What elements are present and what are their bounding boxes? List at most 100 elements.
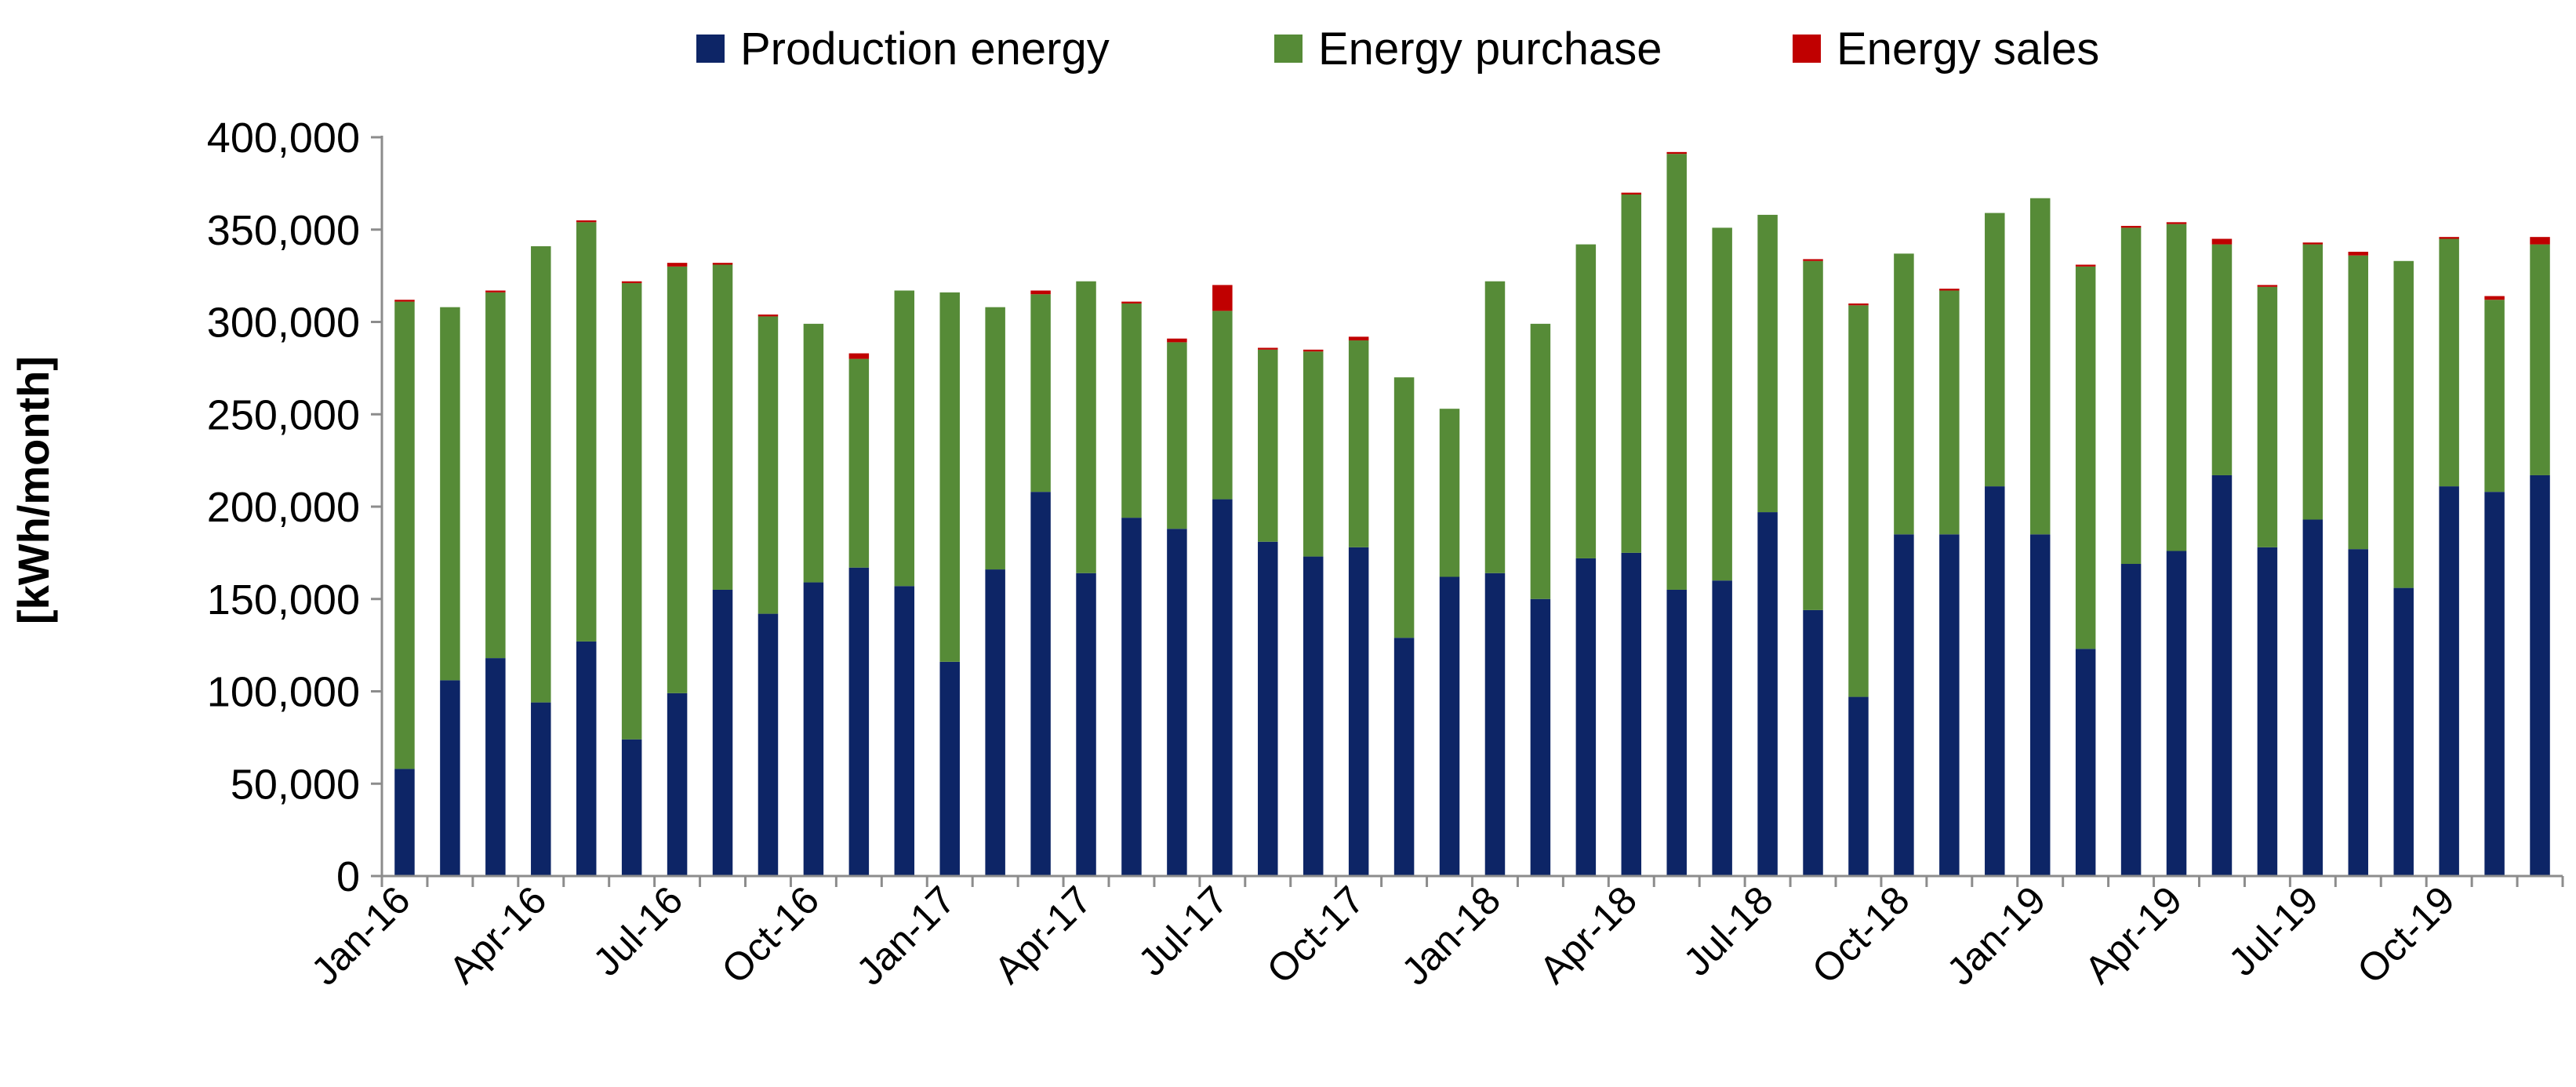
- bar-production-energy-mar-18: [1575, 558, 1597, 876]
- bar-energy-purchase-aug-18: [1803, 260, 1823, 610]
- legend-swatch-production-energy: [696, 35, 725, 63]
- bar-production-energy-jun-18: [1712, 580, 1732, 876]
- bar-production-energy-may-17: [1121, 518, 1142, 876]
- bar-production-energy-may-18: [1666, 589, 1687, 876]
- y-tick-label: 350,000: [207, 207, 360, 254]
- bar-production-energy-may-16: [576, 641, 597, 876]
- bar-production-energy-sep-17: [1303, 556, 1324, 876]
- bar-production-energy-jan-19: [2029, 534, 2051, 876]
- y-axis-title: [kWh/month]: [9, 356, 58, 624]
- bar-energy-sales-apr-18: [1621, 192, 1642, 195]
- x-tick-label: Apr-16: [441, 878, 555, 992]
- y-tick-label: 200,000: [207, 484, 360, 531]
- bar-energy-purchase-jan-19: [2029, 198, 2051, 535]
- bar-energy-sales-sep-16: [758, 314, 779, 317]
- bar-production-energy-aug-19: [2348, 549, 2369, 876]
- y-tick-label: 50,000: [231, 761, 360, 808]
- y-tick-label: 150,000: [207, 576, 360, 623]
- bar-production-energy-jul-16: [667, 693, 688, 876]
- y-tick-label: 100,000: [207, 669, 360, 716]
- bar-production-energy-nov-17: [1393, 638, 1415, 876]
- bar-production-energy-jan-16: [394, 769, 415, 876]
- bar-energy-sales-jun-19: [2257, 285, 2278, 287]
- bar-energy-purchase-jul-19: [2302, 244, 2323, 520]
- bar-production-energy-sep-18: [1848, 696, 1869, 876]
- bar-production-energy-aug-16: [712, 589, 733, 876]
- bar-energy-sales-nov-18: [1939, 289, 1960, 291]
- bar-energy-purchase-feb-17: [985, 307, 1005, 570]
- bar-production-energy-aug-18: [1803, 609, 1823, 876]
- legend-label-energy-sales: Energy sales: [1837, 24, 2099, 75]
- bar-energy-purchase-feb-18: [1530, 323, 1551, 599]
- bar-energy-sales-mar-16: [485, 290, 506, 293]
- bar-energy-sales-nov-16: [848, 353, 870, 359]
- y-axis-ticks: 0 50,000 100,000 150,000 200,000 250,000 300,0…: [207, 115, 382, 900]
- x-tick-label: Oct-17: [1259, 878, 1373, 992]
- bar-energy-purchase-aug-17: [1258, 349, 1278, 542]
- bar-production-energy-dec-16: [894, 586, 915, 876]
- bar-production-energy-jul-17: [1212, 499, 1233, 876]
- bar-energy-purchase-nov-16: [848, 358, 870, 568]
- bar-energy-purchase-dec-17: [1439, 409, 1460, 577]
- bar-production-energy-nov-16: [848, 567, 870, 876]
- legend-label-energy-purchase: Energy purchase: [1318, 24, 1662, 75]
- bar-production-energy-apr-18: [1621, 552, 1642, 876]
- bar-energy-purchase-feb-19: [2075, 266, 2096, 649]
- bar-production-energy-feb-17: [985, 569, 1005, 876]
- bar-energy-purchase-jan-17: [939, 292, 960, 662]
- bar-production-energy-nov-19: [2484, 492, 2505, 876]
- bar-energy-sales-apr-19: [2166, 222, 2187, 224]
- bar-energy-purchase-may-19: [2211, 244, 2233, 475]
- bar-production-energy-mar-16: [485, 658, 506, 876]
- x-tick-label: Jul-18: [1675, 878, 1782, 984]
- bar-production-energy-jul-18: [1757, 512, 1778, 876]
- bar-energy-purchase-jul-18: [1757, 214, 1778, 513]
- bar-energy-sales-jul-16: [667, 263, 688, 267]
- x-tick-label: Jan-18: [1393, 878, 1510, 994]
- bar-energy-purchase-sep-19: [2393, 260, 2414, 588]
- bar-energy-sales-mar-17: [1030, 290, 1051, 295]
- y-tick-label: 300,000: [207, 300, 360, 347]
- y-axis-title-group: [kWh/month]: [9, 356, 58, 624]
- bar-energy-sales-sep-18: [1848, 303, 1869, 306]
- x-tick-label: Jan-16: [303, 878, 419, 994]
- bar-energy-purchase-apr-18: [1621, 194, 1642, 553]
- bar-energy-sales-sep-17: [1303, 349, 1324, 352]
- bar-energy-purchase-mar-18: [1575, 244, 1597, 558]
- bar-energy-purchase-feb-16: [440, 307, 460, 681]
- bar-energy-sales-nov-19: [2484, 296, 2505, 300]
- x-axis-ticks: Jan-16 Apr-16 Jul-16 Oct-16 Jan-17 Apr-17 Jul-…: [303, 876, 2564, 994]
- x-tick-label: Apr-19: [2076, 878, 2191, 992]
- x-tick-label: Oct-19: [2349, 878, 2463, 992]
- bars: [394, 151, 2550, 876]
- legend-swatch-energy-sales: [1793, 35, 1821, 63]
- bar-energy-purchase-may-18: [1666, 154, 1687, 590]
- bar-energy-sales-may-19: [2211, 238, 2233, 245]
- bar-production-energy-sep-16: [758, 613, 779, 876]
- bar-production-energy-nov-18: [1939, 534, 1960, 876]
- bar-production-energy-oct-18: [1894, 534, 1914, 876]
- bar-production-energy-dec-18: [1985, 486, 2005, 876]
- bar-energy-purchase-oct-18: [1894, 253, 1914, 535]
- bar-energy-purchase-oct-16: [803, 323, 824, 583]
- bar-energy-purchase-nov-17: [1393, 377, 1415, 638]
- bar-energy-purchase-oct-17: [1348, 340, 1369, 547]
- bar-production-energy-jan-17: [939, 661, 960, 876]
- bar-energy-sales-jan-16: [394, 300, 415, 302]
- bar-energy-purchase-dec-19: [2530, 244, 2550, 475]
- bar-energy-purchase-sep-18: [1848, 305, 1869, 697]
- bar-energy-purchase-mar-19: [2120, 227, 2142, 565]
- bar-energy-purchase-sep-17: [1303, 351, 1324, 557]
- bar-energy-sales-aug-16: [712, 263, 733, 265]
- x-tick-label: Jan-17: [848, 878, 964, 994]
- bar-production-energy-sep-19: [2393, 587, 2414, 876]
- bar-production-energy-apr-19: [2166, 551, 2187, 876]
- bar-energy-purchase-apr-19: [2166, 224, 2187, 551]
- bar-production-energy-oct-16: [803, 582, 824, 876]
- bar-energy-purchase-jun-19: [2257, 286, 2278, 547]
- x-tick-label: Jan-19: [1938, 878, 2055, 994]
- bar-production-energy-feb-19: [2075, 649, 2096, 876]
- bar-production-energy-apr-16: [531, 702, 551, 876]
- bar-energy-purchase-may-17: [1121, 303, 1142, 518]
